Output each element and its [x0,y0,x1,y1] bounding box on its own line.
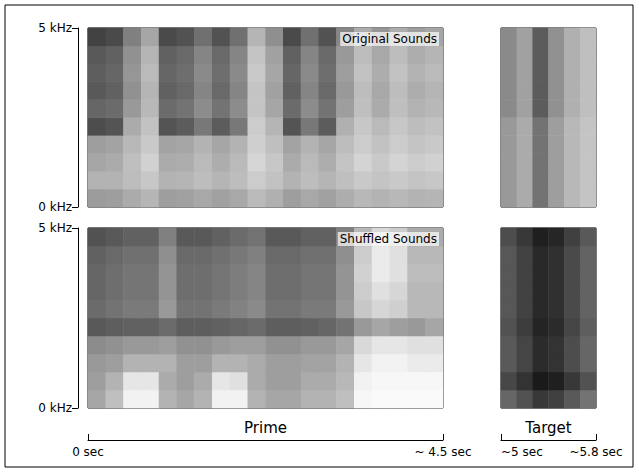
svg-text:Original Sounds: Original Sounds [342,32,437,46]
svg-text:0 kHz: 0 kHz [38,401,72,415]
svg-text:0 sec: 0 sec [72,445,104,459]
svg-text:Prime: Prime [244,419,287,437]
svg-text:~5 sec: ~5 sec [501,445,543,459]
svg-text:5 kHz: 5 kHz [38,21,72,35]
svg-text:0 kHz: 0 kHz [38,200,72,214]
svg-text:5 kHz: 5 kHz [38,221,72,235]
svg-text:~ 4.5 sec: ~ 4.5 sec [415,445,472,459]
svg-text:~5.8 sec: ~5.8 sec [569,445,622,459]
svg-text:Target: Target [524,419,572,437]
svg-text:Shuffled Sounds: Shuffled Sounds [340,232,437,246]
